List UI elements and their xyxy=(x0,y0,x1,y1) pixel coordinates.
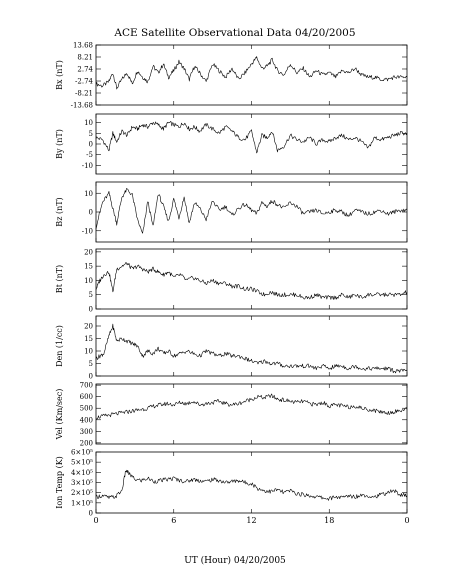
series-line-1 xyxy=(95,56,408,90)
y-tick-label: 5 xyxy=(89,291,93,299)
y-axis-label: Ion Temp (K) xyxy=(55,456,64,509)
series-line-4 xyxy=(95,262,408,300)
y-tick-label: 0 xyxy=(89,510,93,518)
figure-title: ACE Satellite Observational Data 04/20/2… xyxy=(113,27,355,39)
y-tick-label: 5 xyxy=(89,360,93,368)
series-line-5 xyxy=(95,323,408,374)
y-tick-label: 10 xyxy=(84,348,93,356)
x-tick-label: 12 xyxy=(246,516,256,525)
y-tick-label: -5 xyxy=(86,151,93,159)
y-tick-label: 15 xyxy=(84,263,93,271)
y-tick-label: 5 xyxy=(89,130,93,138)
y-tick-label: -10 xyxy=(82,227,93,235)
y-tick-label: 300 xyxy=(80,428,93,436)
y-tick-label: -10 xyxy=(82,162,93,170)
y-tick-label: 700 xyxy=(80,382,93,390)
x-tick-label: 0 xyxy=(93,516,98,525)
y-tick-label: 10 xyxy=(84,190,93,198)
series-line-2 xyxy=(95,121,408,154)
y-tick-label: -2.74 xyxy=(75,78,93,86)
y-tick-label: 0 xyxy=(89,141,93,149)
y-tick-label: 20 xyxy=(84,248,93,256)
y-tick-label: 0 xyxy=(89,209,93,217)
y-tick-label: 8.21 xyxy=(77,53,93,61)
panel-frame-2 xyxy=(95,113,408,175)
x-tick-label: 0 xyxy=(404,516,409,525)
y-tick-label: 400 xyxy=(80,416,93,424)
y-tick-label: -8.21 xyxy=(75,90,93,98)
y-tick-label: 200 xyxy=(80,439,93,447)
x-tick-label: 18 xyxy=(324,516,334,525)
y-tick-label: 6×10⁵ xyxy=(71,449,93,457)
panel-frame-7 xyxy=(95,451,408,514)
x-axis-label: UT (Hour) 04/20/2005 xyxy=(184,555,286,566)
y-axis-label: Den (1/cc) xyxy=(55,325,64,367)
y-axis-label: Bt (nT) xyxy=(55,265,64,293)
y-tick-label: -13.68 xyxy=(71,102,93,110)
x-tick-label: 6 xyxy=(171,516,176,525)
y-tick-label: 5×10⁵ xyxy=(71,459,93,467)
y-tick-label: 4×10⁵ xyxy=(71,469,93,477)
y-tick-label: 10 xyxy=(84,119,93,127)
panel-frame-4 xyxy=(95,248,408,310)
series-line-3 xyxy=(95,188,408,234)
y-tick-label: 20 xyxy=(84,323,93,331)
y-axis-label: By (nT) xyxy=(55,129,64,159)
y-tick-label: 15 xyxy=(84,335,93,343)
y-axis-label: Bx (nT) xyxy=(55,60,64,90)
y-tick-label: 600 xyxy=(80,393,93,401)
panel-frame-5 xyxy=(95,315,408,377)
y-tick-label: 3×10⁵ xyxy=(71,479,93,487)
y-tick-label: 2×10⁵ xyxy=(71,489,93,497)
y-tick-label: 0 xyxy=(89,306,93,314)
y-tick-label: 500 xyxy=(80,405,93,413)
y-tick-label: 1×10⁵ xyxy=(71,499,93,507)
series-line-6 xyxy=(95,393,408,420)
y-axis-label: Vel (Km/sec) xyxy=(55,389,64,441)
y-tick-label: 0 xyxy=(89,373,93,381)
y-tick-label: 10 xyxy=(84,277,93,285)
y-tick-label: 13.68 xyxy=(73,42,93,50)
y-tick-label: 2.74 xyxy=(77,65,93,73)
y-axis-label: Bz (nT) xyxy=(55,197,64,226)
panel-frame-6 xyxy=(95,383,408,445)
series-line-7 xyxy=(95,469,408,501)
